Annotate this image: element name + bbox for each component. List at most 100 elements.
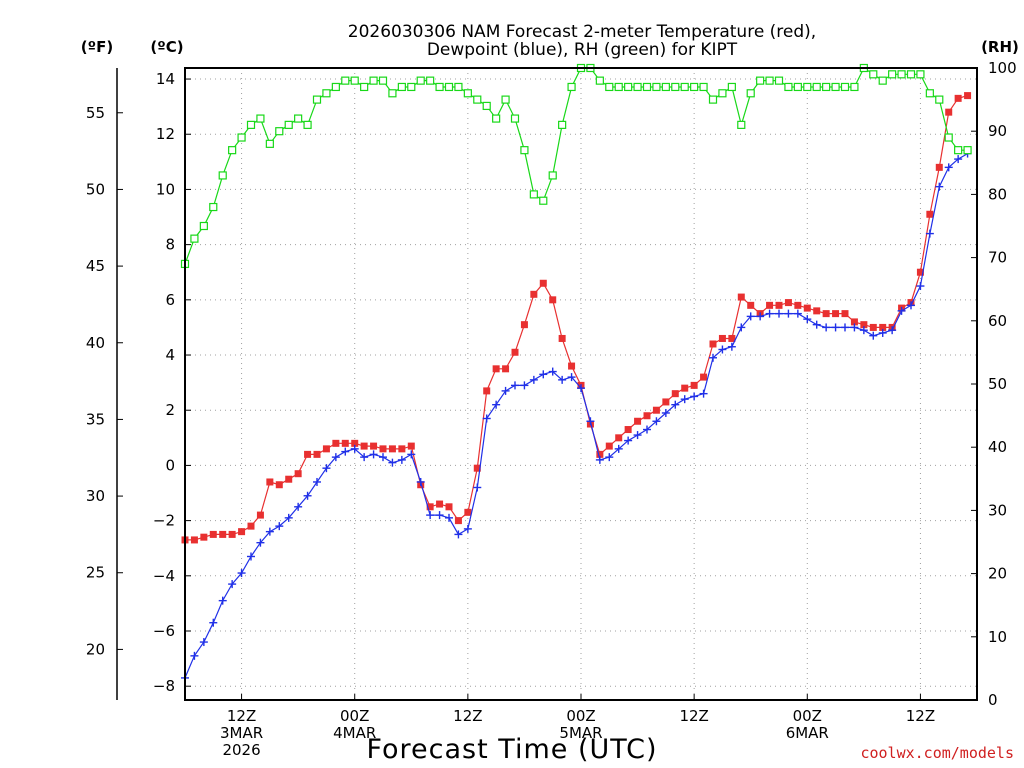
dewpoint-point — [916, 282, 925, 291]
temperature-point — [869, 323, 877, 331]
celsius-tick-labels: 14 12 10 8 6 4 2 0 −2 −4 −6 −8 — [153, 70, 191, 695]
temperature-point — [850, 318, 858, 326]
chart-title-line-2: Dewpoint (blue), RH (green) for KIPT — [427, 40, 738, 60]
dewpoint-point — [407, 450, 416, 459]
time-tick-label: 00Z — [340, 707, 369, 725]
temperature-point — [954, 94, 962, 102]
celsius-tick-label: 14 — [156, 70, 175, 88]
temperature-point — [803, 304, 811, 312]
time-tick-label: 00Z — [793, 707, 822, 725]
rh-point — [614, 82, 623, 92]
temperature-point — [398, 445, 406, 453]
rh-point — [228, 146, 237, 155]
celsius-tick-label: 6 — [165, 291, 175, 309]
rh-point — [774, 76, 784, 85]
rh-point — [671, 82, 680, 92]
dewpoint-point — [652, 417, 661, 426]
rh-point — [294, 114, 303, 123]
series-layer — [180, 63, 972, 682]
time-tick-label: 12Z — [679, 707, 708, 725]
time-tick-label: 12Z — [227, 707, 256, 725]
series-temperature — [181, 92, 972, 544]
dewpoint-point — [454, 530, 463, 539]
source-credit: coolwx.com/models — [860, 744, 1014, 762]
time-tick-label: 5MAR — [559, 724, 602, 742]
rh-point — [548, 171, 557, 180]
rh-point — [812, 82, 821, 92]
dewpoint-point — [567, 373, 576, 382]
dewpoint-point — [888, 326, 897, 335]
rh-point — [737, 120, 746, 129]
time-tick-label: 00Z — [566, 707, 595, 725]
celsius-tick-label: −8 — [153, 677, 175, 695]
temperature-point — [671, 390, 679, 398]
dewpoint-point — [897, 306, 906, 315]
rh-point — [246, 120, 256, 129]
series-dewpoint — [181, 149, 972, 682]
dewpoint-point — [812, 320, 821, 329]
rh-point — [897, 70, 906, 79]
temperature-point — [190, 536, 198, 544]
temperature-point — [568, 362, 576, 370]
rh-point — [218, 171, 227, 180]
temperature-point — [511, 348, 519, 356]
temperature-point — [209, 530, 217, 538]
rh-point — [190, 234, 199, 243]
temperature-point — [718, 334, 726, 342]
temperature-point — [539, 279, 547, 287]
dewpoint-point — [379, 453, 387, 462]
dewpoint-point — [680, 395, 689, 404]
temperature-point — [360, 442, 368, 450]
temperature-point — [275, 481, 283, 489]
rh-point — [822, 82, 831, 92]
fahrenheit-tick-label: 35 — [86, 410, 105, 428]
rh-point — [199, 221, 208, 231]
temperature-point — [784, 299, 792, 307]
temperature-point — [624, 426, 632, 434]
series-rh — [180, 63, 972, 269]
chart-title-line-1: 2026030306 NAM Forecast 2-meter Temperat… — [348, 22, 816, 42]
temperature-point — [379, 445, 387, 453]
celsius-tick-label: −2 — [153, 512, 175, 530]
dewpoint-point — [690, 392, 699, 401]
dewpoint-point — [944, 163, 953, 172]
celsius-tick-label: −6 — [153, 622, 175, 640]
temperature-point — [690, 381, 698, 389]
temperature-point — [454, 517, 462, 525]
temperature-point — [652, 406, 660, 414]
temperature-point — [332, 439, 340, 447]
dewpoint-point — [803, 315, 812, 324]
dewpoint-point — [237, 569, 246, 578]
dewpoint-point — [294, 502, 303, 511]
rh-point — [510, 114, 520, 123]
dewpoint-point — [341, 447, 350, 456]
dewpoint-point — [275, 522, 284, 531]
dewpoint-line — [184, 153, 968, 679]
temperature-point — [322, 445, 330, 453]
rh-tick-label: 80 — [988, 185, 1007, 203]
rh-point — [275, 127, 284, 136]
dewpoint-point — [256, 538, 265, 547]
temperature-point — [285, 475, 293, 483]
rh-point — [850, 82, 859, 92]
rh-point — [303, 120, 312, 129]
temperature-point — [935, 163, 943, 171]
rh-point — [416, 76, 425, 85]
temperature-point — [926, 210, 934, 218]
temperature-point — [728, 334, 736, 342]
dewpoint-point — [218, 596, 227, 605]
dewpoint-point — [737, 323, 746, 332]
dewpoint-point — [369, 450, 378, 459]
temperature-point — [473, 464, 481, 472]
dewpoint-point — [313, 477, 321, 486]
temperature-point — [813, 307, 821, 315]
dewpoint-point — [671, 400, 680, 409]
rh-tick-label: 40 — [988, 438, 1007, 456]
rh-point — [501, 95, 510, 104]
rh-point — [935, 95, 944, 104]
temperature-point — [709, 340, 717, 348]
temperature-point — [238, 528, 246, 536]
dewpoint-point — [529, 375, 538, 384]
time-tick-label: 6MAR — [786, 724, 829, 742]
